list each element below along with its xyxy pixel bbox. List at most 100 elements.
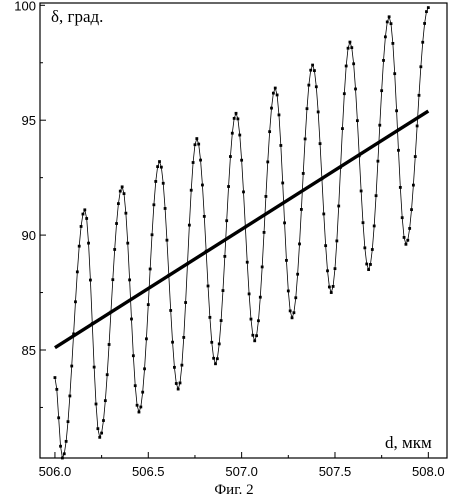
oscillation-point bbox=[307, 83, 311, 87]
oscillation-point bbox=[232, 116, 236, 120]
oscillation-point bbox=[369, 263, 372, 266]
oscillation-point bbox=[316, 110, 320, 114]
oscillation-point bbox=[105, 373, 109, 377]
oscillation-point bbox=[122, 192, 126, 196]
oscillation-point bbox=[217, 342, 221, 346]
oscillation-point bbox=[229, 155, 232, 158]
oscillation-point bbox=[87, 241, 90, 245]
oscillation-point bbox=[68, 394, 72, 398]
oscillation-point bbox=[303, 137, 307, 141]
oscillation-point bbox=[426, 6, 430, 9]
oscillation-point bbox=[298, 242, 301, 246]
oscillation-point bbox=[159, 165, 163, 169]
oscillation-point bbox=[212, 356, 216, 360]
oscillation-point bbox=[346, 46, 350, 50]
oscillation-point bbox=[296, 272, 300, 276]
oscillation-point bbox=[94, 402, 98, 406]
oscillation-point bbox=[342, 92, 346, 96]
oscillation-point bbox=[247, 292, 251, 296]
oscillation-point bbox=[264, 195, 268, 198]
oscillation-point bbox=[245, 260, 249, 264]
oscillation-point bbox=[102, 419, 105, 422]
oscillation-point bbox=[417, 93, 421, 97]
oscillation-point bbox=[96, 427, 100, 431]
oscillation-point bbox=[361, 221, 365, 225]
oscillation-point bbox=[367, 268, 370, 271]
oscillation-point bbox=[242, 190, 245, 194]
oscillation-point bbox=[286, 289, 290, 293]
oscillation-point bbox=[350, 46, 354, 50]
oscillation-point bbox=[335, 239, 339, 243]
oscillation-point bbox=[292, 311, 296, 315]
oscillation-point bbox=[85, 217, 89, 220]
oscillation-point bbox=[314, 85, 318, 89]
oscillation-point bbox=[171, 340, 174, 344]
oscillation-point bbox=[376, 159, 380, 163]
oscillation-point bbox=[266, 160, 270, 164]
oscillation-point bbox=[223, 254, 227, 258]
oscillation-point bbox=[135, 403, 139, 407]
oscillation-point bbox=[234, 111, 238, 115]
oscillation-point bbox=[288, 309, 292, 313]
oscillation-point bbox=[98, 435, 102, 439]
oscillation-point bbox=[184, 301, 188, 304]
oscillation-point bbox=[100, 431, 104, 435]
oscillation-point bbox=[59, 444, 62, 448]
oscillation-point bbox=[258, 295, 262, 299]
oscillation-point bbox=[199, 158, 202, 162]
oscillation-point bbox=[120, 185, 124, 189]
oscillation-point bbox=[318, 142, 322, 146]
oscillation-point bbox=[191, 161, 195, 164]
oscillation-point bbox=[283, 221, 286, 225]
oscillation-point bbox=[141, 390, 145, 394]
oscillation-point bbox=[413, 155, 417, 158]
y-tick-label: 85 bbox=[22, 343, 36, 358]
oscillation-point bbox=[193, 143, 197, 147]
oscillation-point bbox=[156, 165, 160, 169]
oscillation-point bbox=[352, 62, 356, 66]
oscillation-point bbox=[161, 181, 165, 185]
oscillation-point bbox=[281, 181, 285, 185]
oscillation-point bbox=[64, 439, 68, 443]
oscillation-point bbox=[344, 64, 348, 68]
oscillation-point bbox=[385, 20, 389, 24]
oscillation-point bbox=[158, 160, 161, 163]
oscillation-point bbox=[74, 300, 77, 304]
oscillation-point bbox=[195, 137, 199, 140]
oscillation-point bbox=[201, 183, 204, 187]
oscillation-point bbox=[397, 148, 400, 152]
oscillation-point bbox=[305, 107, 309, 111]
y-tick-label: 100 bbox=[14, 0, 36, 13]
x-axis-label: d, мкм bbox=[385, 433, 432, 452]
oscillation-point bbox=[187, 223, 191, 227]
oscillation-point bbox=[370, 248, 374, 251]
oscillation-point bbox=[53, 376, 57, 379]
oscillation-point bbox=[393, 72, 397, 76]
oscillation-point bbox=[421, 40, 425, 44]
oscillation-point bbox=[322, 212, 326, 216]
oscillation-point bbox=[406, 238, 410, 242]
oscillation-point bbox=[115, 222, 118, 225]
oscillation-point bbox=[277, 113, 281, 117]
oscillation-point bbox=[389, 22, 393, 26]
oscillation-point bbox=[411, 183, 415, 187]
oscillation-point bbox=[182, 336, 186, 339]
oscillation-point bbox=[139, 405, 143, 409]
oscillation-point bbox=[57, 416, 61, 420]
oscillation-point bbox=[301, 172, 305, 175]
oscillation-point bbox=[313, 69, 316, 73]
oscillation-point bbox=[230, 131, 234, 135]
oscillation-point bbox=[126, 241, 130, 245]
oscillation-point bbox=[331, 285, 335, 288]
plot-frame-group bbox=[39, 2, 448, 459]
oscillation-point bbox=[270, 106, 273, 110]
oscillation-point bbox=[180, 363, 184, 367]
oscillation-point bbox=[240, 158, 244, 162]
oscillation-point bbox=[202, 214, 206, 218]
oscillation-point bbox=[311, 63, 314, 67]
oscillation-point bbox=[117, 202, 120, 206]
oscillation-point bbox=[169, 309, 173, 312]
oscillation-point bbox=[124, 211, 128, 215]
oscillation-point bbox=[398, 186, 402, 189]
